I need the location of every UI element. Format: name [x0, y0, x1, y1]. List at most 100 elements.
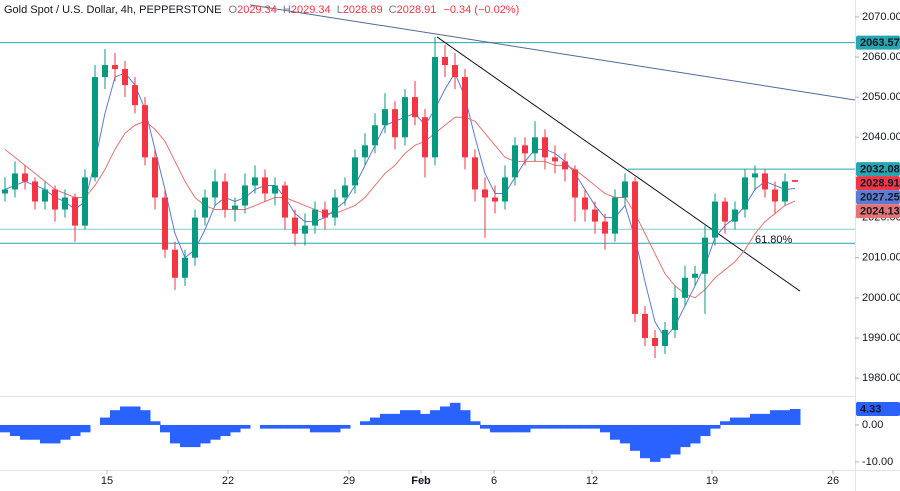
candle-body: [442, 57, 448, 66]
candle-body: [12, 173, 18, 190]
oscillator-bar: [760, 413, 771, 425]
candle-body: [232, 205, 238, 210]
oscillator-bar: [320, 424, 331, 433]
oscillator-bar: [380, 413, 391, 425]
oscillator-bar: [180, 424, 191, 448]
x-tick-label: 6: [491, 475, 497, 487]
price-badge-label: 2028.91: [860, 177, 900, 189]
candle-body: [462, 77, 468, 158]
oscillator-bar: [630, 424, 641, 451]
candle-body: [142, 105, 148, 158]
candle-body: [262, 177, 268, 194]
oscillator-bar: [210, 424, 221, 440]
x-tick-label: 26: [827, 475, 839, 487]
oscillator-bar: [390, 413, 401, 425]
price-badge: [856, 176, 900, 191]
candle-body: [102, 65, 108, 78]
open-label: O: [229, 4, 238, 16]
price-badge: [856, 190, 900, 205]
candle-body: [362, 145, 368, 158]
y-tick-label: -10.00: [862, 456, 893, 468]
candle-body: [32, 181, 38, 202]
price-badge: [856, 35, 900, 50]
oscillator-bar: [280, 424, 291, 429]
y-tick-label: 2040.00: [862, 131, 900, 143]
oscillator-bar: [660, 424, 671, 459]
candle-body: [302, 225, 308, 234]
oscillator-bar: [420, 413, 431, 425]
oscillator-bar: [0, 424, 11, 433]
moving-average: [4, 116, 796, 299]
price-badge-label: 2027.25: [860, 191, 900, 203]
candle-body: [422, 117, 428, 158]
oscillator-bar: [520, 424, 531, 433]
close-label: C: [389, 4, 397, 16]
candle-body: [242, 185, 248, 206]
candle-body: [612, 197, 618, 234]
candle-body: [412, 97, 418, 118]
y-tick-label: 1990.00: [862, 332, 900, 344]
trend-line: [249, 4, 856, 101]
candle-body: [352, 157, 358, 186]
oscillator-bar: [700, 424, 711, 437]
oscillator-bar: [170, 424, 181, 444]
oscillator-bar: [370, 417, 381, 425]
candle-body: [252, 177, 258, 186]
header: Gold Spot / U.S. Dollar, 4h, PEPPERSTONE…: [4, 4, 519, 16]
level-label: 61.80%: [755, 234, 793, 246]
close-value: 2028.91: [397, 4, 437, 16]
candle-body: [292, 217, 298, 234]
oscillator-bar: [530, 424, 541, 429]
y-tick-label: 2010.00: [862, 252, 900, 264]
y-tick-label: 2060.00: [862, 51, 900, 63]
candle-body: [792, 180, 798, 182]
candle-body: [112, 65, 118, 70]
candle-body: [482, 189, 488, 198]
oscillator-bar: [690, 424, 701, 444]
oscillator-bar: [30, 424, 41, 440]
candle-body: [542, 137, 548, 158]
candle-body: [732, 209, 738, 222]
candle-body: [582, 197, 588, 210]
oscillator-bar: [190, 424, 201, 448]
y-tick-label: 2050.00: [862, 91, 900, 103]
candle-body: [172, 249, 178, 278]
oscillator-bar: [490, 424, 501, 433]
candle-body: [782, 181, 788, 202]
oscillator-bar: [590, 424, 601, 429]
oscillator-bar: [140, 410, 151, 425]
oscillator-bar: [510, 424, 521, 433]
candle-body: [622, 181, 628, 198]
candle-body: [92, 77, 98, 178]
oscillator-bar: [50, 424, 61, 444]
oscillator-bar: [260, 424, 271, 429]
oscillator-bar: [130, 406, 141, 425]
candle-body: [402, 97, 408, 138]
oscillator-bar: [430, 410, 441, 425]
low-value: 2028.89: [343, 4, 383, 16]
oscillator-bar: [560, 424, 571, 429]
oscillator-bar: [580, 424, 591, 429]
candle-body: [502, 177, 508, 202]
low-label: L: [337, 4, 343, 16]
y-tick-label: 2000.00: [862, 292, 900, 304]
candle-body: [312, 209, 318, 226]
candle-body: [52, 189, 58, 210]
candle-body: [192, 217, 198, 258]
candle-body: [272, 185, 278, 194]
candle-body: [212, 181, 218, 198]
oscillator-bar: [100, 417, 111, 425]
candle-body: [662, 329, 668, 347]
oscillator-bar: [240, 424, 251, 429]
y-tick-label: 2070.00: [862, 11, 900, 23]
oscillator-bar: [20, 424, 31, 440]
oscillator-bar: [200, 424, 211, 444]
symbol: Gold Spot / U.S. Dollar, 4h, PEPPERSTONE: [4, 4, 221, 16]
oscillator-bar: [740, 417, 751, 425]
candle-body: [152, 157, 158, 198]
oscillator-bar: [40, 424, 51, 444]
oscillator-bar: [60, 424, 71, 440]
oscillator-bar: [440, 406, 451, 425]
